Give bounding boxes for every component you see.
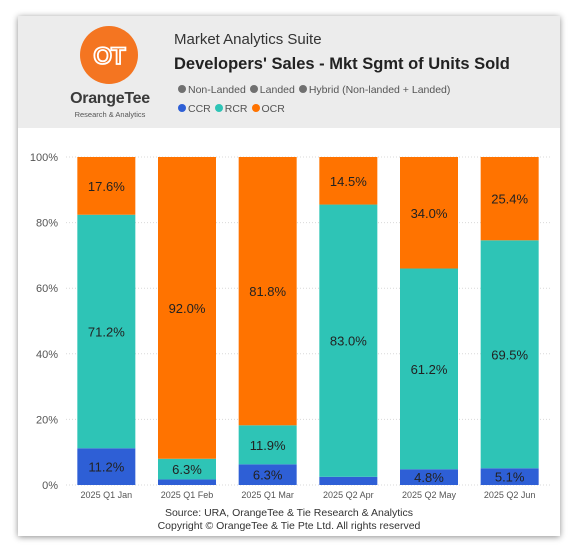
legend-dot-icon xyxy=(178,104,186,112)
bar-ocr-1 xyxy=(77,157,136,215)
data-label: 11.9% xyxy=(250,438,286,453)
x-tick-label: 2025 Q2 Apr xyxy=(323,490,374,500)
legend-label: Landed xyxy=(259,84,295,96)
data-label: 92.0% xyxy=(169,301,206,316)
y-tick-label: 100% xyxy=(30,152,58,164)
market-segment-legend: CCR RCR OCR xyxy=(178,103,289,117)
legend-label: RCR xyxy=(224,103,248,115)
series-legend-item-rcr[interactable]: RCR xyxy=(214,103,248,115)
x-tick-label: 2025 Q2 Jun xyxy=(484,490,536,500)
series-legend-item-ocr[interactable]: OCR xyxy=(251,103,285,115)
filter-legend-item-hybrid-non-landed-landed[interactable]: Hybrid (Non-landed + Landed) xyxy=(298,84,451,96)
source-note: Source: URA, OrangeTee & Tie Research & … xyxy=(164,507,414,519)
y-tick-label: 60% xyxy=(36,283,58,295)
legend-dot-icon xyxy=(251,104,260,112)
legend-label: Non-Landed xyxy=(188,84,246,96)
bar-ccr-1 xyxy=(77,448,136,485)
x-tick-label: 2025 Q2 May xyxy=(402,490,457,500)
orangetee-logo: OT xyxy=(80,26,138,84)
data-label: 34.0% xyxy=(411,206,448,221)
bar-ccr-5 xyxy=(400,469,458,485)
bar-rcr-4 xyxy=(319,204,378,477)
filter-legend-item-landed[interactable]: Landed xyxy=(249,84,295,96)
logo-tagline: Research & Analytics xyxy=(74,110,146,119)
data-label: 81.8% xyxy=(249,284,286,299)
data-label: 14.5% xyxy=(330,174,367,189)
report-card: OT OrangeTee Research & Analytics Market… xyxy=(18,16,560,536)
report-title: Developers' Sales - Mkt Sgmt of Units So… xyxy=(174,55,510,73)
legend-label: Hybrid (Non-landed + Landed) xyxy=(308,84,451,96)
stacked-bar-chart: 0% 20% 40% 60% 80% 100% 11.2% 71.2% 17.6% 2025 Q1… xyxy=(30,152,550,500)
y-tick-label: 0% xyxy=(42,480,58,492)
logo-name: OrangeTee xyxy=(70,90,150,107)
bar-rcr-3 xyxy=(238,425,297,465)
legend-dot-icon xyxy=(178,85,186,93)
bar-ccr-2 xyxy=(158,479,216,485)
x-tick-label: 2025 Q1 Mar xyxy=(241,490,294,500)
legend-dot-icon xyxy=(298,85,307,93)
y-tick-label: 20% xyxy=(36,414,58,426)
bar-rcr-2 xyxy=(158,458,216,480)
logo-glyph: OT xyxy=(93,43,126,70)
bar-ocr-6 xyxy=(480,157,539,241)
x-tick-label: 2025 Q1 Feb xyxy=(161,490,214,500)
copyright-note: Copyright © OrangeTee & Tie Pte Ltd. All… xyxy=(157,520,421,532)
property-type-filter-legend: Non-Landed Landed Hybrid (Non-landed + Lan… xyxy=(178,84,454,98)
bar-ccr-3 xyxy=(238,464,297,485)
data-label: 11.2% xyxy=(88,460,124,475)
data-label: 69.5% xyxy=(491,347,528,362)
legend-dot-icon xyxy=(249,85,258,93)
data-label: 25.4% xyxy=(491,192,528,207)
y-tick-label: 80% xyxy=(36,218,58,230)
bar-ocr-2 xyxy=(158,157,216,459)
data-label: 61.2% xyxy=(411,362,448,377)
bar-rcr-5 xyxy=(400,268,458,470)
report-header: OT OrangeTee Research & Analytics Market… xyxy=(18,16,560,128)
legend-dot-icon xyxy=(214,104,223,112)
bar-ocr-3 xyxy=(238,157,297,426)
data-label: 5.1% xyxy=(495,470,525,485)
data-label: 83.0% xyxy=(330,334,367,349)
data-label: 71.2% xyxy=(88,324,125,339)
bar-ocr-4 xyxy=(319,157,378,205)
data-label: 6.3% xyxy=(253,468,283,483)
bar-rcr-1 xyxy=(77,214,136,449)
data-label: 6.3% xyxy=(172,462,202,477)
bar-ccr-6 xyxy=(480,468,539,485)
filter-legend-item-non-landed[interactable]: Non-Landed xyxy=(178,84,246,96)
data-label: 4.8% xyxy=(414,470,444,485)
suite-name: Market Analytics Suite xyxy=(174,31,322,48)
bar-rcr-6 xyxy=(480,240,539,469)
data-label: 17.6% xyxy=(88,179,125,194)
legend-label: CCR xyxy=(188,103,211,115)
series-legend-item-ccr[interactable]: CCR xyxy=(178,103,211,115)
bar-ocr-5 xyxy=(400,157,458,269)
x-tick-label: 2025 Q1 Jan xyxy=(81,490,133,500)
y-tick-label: 40% xyxy=(36,349,58,361)
bar-ccr-4 xyxy=(319,476,378,485)
legend-label: OCR xyxy=(261,103,285,115)
